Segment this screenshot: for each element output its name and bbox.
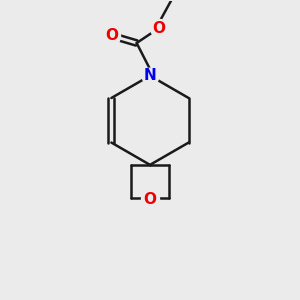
Text: O: O	[105, 28, 118, 43]
Text: O: O	[143, 191, 157, 206]
Text: N: N	[144, 68, 156, 83]
Text: O: O	[152, 21, 165, 36]
